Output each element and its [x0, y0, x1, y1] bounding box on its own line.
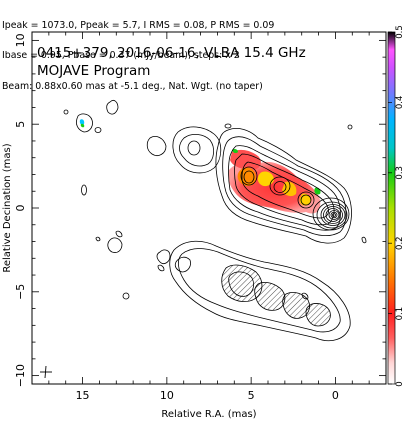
- beam-marker: [40, 365, 52, 379]
- colorbar: 0 0.1 0.2 0.3 0.4 0.5: [387, 25, 405, 387]
- header-line-2: Ibase = 0.95, Pbase = 0.37 (mJy/beam), s…: [2, 51, 240, 62]
- intensity-contours: [63, 100, 367, 244]
- colorbar-tick-label: 0.1: [395, 307, 405, 321]
- y-tick-label: 0: [14, 205, 27, 212]
- colorbar-tick-label: 0.3: [395, 166, 405, 180]
- panel-source-line: 0415+379, 2016-06-16, VLBA 15.4 GHz: [37, 45, 306, 61]
- y-tick-label: −10: [14, 364, 27, 387]
- colorbar-gradient: [387, 31, 396, 385]
- y-tick-label: −5: [14, 284, 27, 300]
- header-line-3: Beam: 0.88x0.60 mas at -5.1 deg., Nat. W…: [2, 82, 263, 93]
- colorbar-tick-label: 0: [395, 381, 405, 386]
- x-tick-label: 10: [160, 389, 174, 402]
- lower-image: [95, 230, 351, 342]
- header-line-1: Ipeak = 1073.0, Ppeak = 5.7, I RMS = 0.0…: [2, 20, 275, 31]
- x-tick-label: 15: [76, 389, 90, 402]
- colorbar-tick-label: 0.5: [395, 25, 405, 39]
- x-axis-title: Relative R.A. (mas): [161, 409, 256, 420]
- colorbar-tick-label: 0.4: [395, 96, 405, 110]
- plot-area: [40, 100, 367, 379]
- x-tick-label: 5: [248, 389, 255, 402]
- colorbar-tick-label: 0.2: [395, 236, 405, 250]
- panel-program-line: MOJAVE Program: [37, 63, 150, 79]
- x-tick-label: 0: [332, 389, 339, 402]
- y-axis-title: Relative Decination (mas): [2, 143, 13, 272]
- y-tick-label: 5: [14, 121, 27, 128]
- y-tick-label: 10: [14, 33, 27, 47]
- header: Ipeak = 1073.0, Ppeak = 5.7, I RMS = 0.0…: [2, 0, 407, 103]
- axis-ticks: 15 10 5 0 10 5 0 −5 −10: [14, 32, 387, 402]
- plot-frame: [31, 31, 387, 385]
- colorbar-ticks: 0 0.1 0.2 0.3 0.4 0.5: [388, 25, 405, 387]
